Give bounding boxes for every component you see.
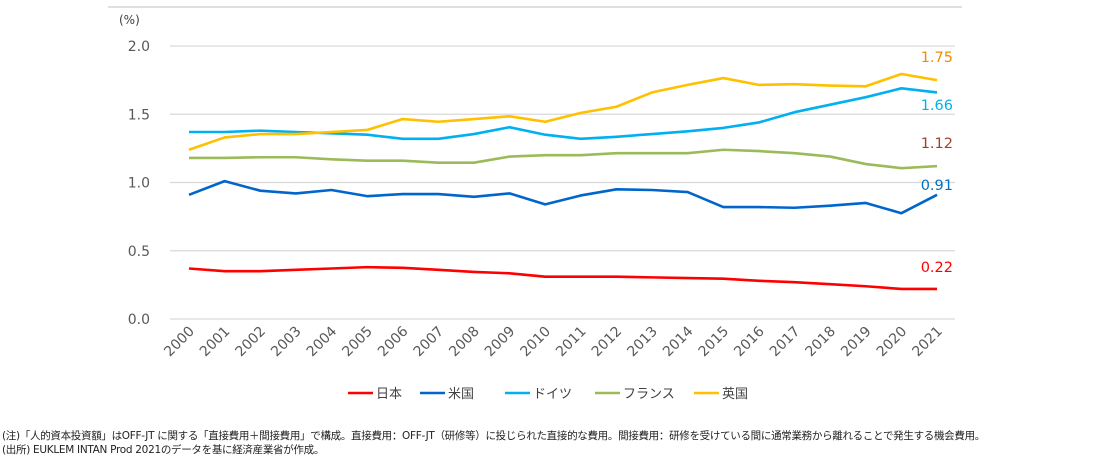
x-tick-label: 2003: [268, 324, 305, 361]
series-line-0: [188, 265, 938, 291]
legend-label: フランス: [623, 387, 675, 402]
source-line: (出所) EUKLEM INTAN Prod 2021のデータを基に経済産業省が…: [2, 444, 325, 456]
end-value-label: 1.12: [921, 136, 953, 152]
note-line: (注)「人的資本投資額」はOFF-JT に関する「直接費用＋間接費用」で構成。直…: [2, 430, 985, 442]
series-line-2: [189, 87, 938, 141]
x-tick-label: 2004: [304, 323, 341, 360]
x-tick-label: 2018: [802, 324, 839, 361]
x-tick-label: 2011: [553, 324, 590, 361]
y-tick-label: 2.0: [128, 39, 150, 55]
notes: (注)「人的資本投資額」はOFF-JT に関する「直接費用＋間接費用」で構成。直…: [2, 429, 985, 457]
x-tick-label: 2010: [518, 324, 555, 361]
y-tick-label: 1.5: [128, 107, 150, 123]
end-value-label: 0.22: [921, 260, 953, 276]
x-tick-label: 2014: [660, 323, 697, 360]
legend-label: 日本: [376, 387, 402, 402]
x-tick-label: 2006: [375, 323, 412, 360]
legend-label: 英国: [722, 387, 748, 402]
series-line-3: [189, 148, 938, 170]
end-value-label: 1.75: [921, 50, 953, 66]
legend-label: 米国: [448, 387, 474, 402]
x-tick-label: 2016: [731, 323, 768, 360]
x-tick-label: 2020: [874, 324, 911, 361]
x-tick-label: 2001: [197, 324, 234, 361]
y-axis-unit: (%): [119, 13, 140, 27]
series-line-4: [188, 72, 938, 151]
y-tick-label: 0.5: [128, 244, 150, 260]
end-value-label: 1.66: [921, 98, 953, 114]
x-tick-label: 2005: [339, 324, 376, 361]
x-tick-label: 2017: [767, 324, 804, 361]
y-tick-label: 0.0: [128, 312, 150, 328]
y-tick-label: 1.0: [128, 176, 150, 192]
x-tick-label: 2021: [909, 324, 946, 361]
series-line-1: [188, 179, 938, 215]
x-tick-label: 2009: [482, 324, 519, 361]
legend-label: ドイツ: [533, 387, 572, 402]
x-tick-label: 2012: [589, 324, 626, 361]
x-tick-label: 2000: [161, 324, 198, 361]
x-tick-label: 2013: [624, 324, 661, 361]
x-tick-label: 2002: [233, 324, 270, 361]
x-tick-label: 2007: [411, 324, 448, 361]
end-value-label: 0.91: [921, 178, 953, 194]
x-tick-label: 2015: [696, 324, 733, 361]
x-tick-label: 2008: [446, 324, 483, 361]
x-tick-label: 2019: [838, 324, 875, 361]
